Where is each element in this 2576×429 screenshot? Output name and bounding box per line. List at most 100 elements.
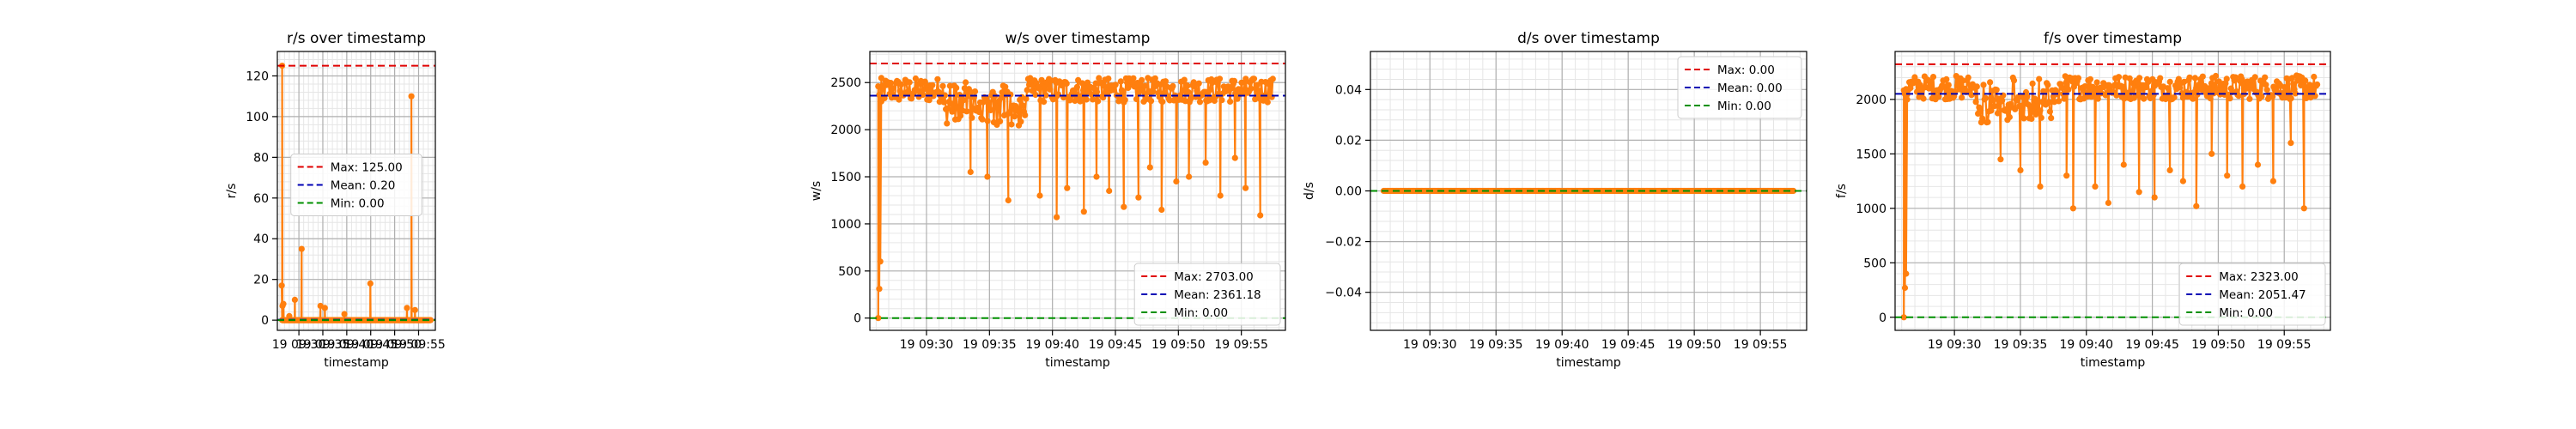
legend-entry: Max: 2323.00: [2219, 270, 2299, 284]
x-tick-label: 19 09:50: [1668, 338, 1722, 352]
data-point: [1096, 75, 1103, 82]
data-point: [1007, 91, 1014, 98]
x-tick-label: 19 09:30: [900, 338, 954, 352]
data-point: [2136, 189, 2142, 196]
data-point: [2232, 74, 2239, 81]
data-point: [1158, 206, 1165, 214]
data-point: [2141, 95, 2148, 102]
data-point: [1106, 187, 1113, 195]
data-point: [912, 75, 919, 82]
data-point: [2087, 76, 2093, 82]
data-point: [1935, 94, 1942, 100]
data-point: [1997, 156, 2004, 163]
data-point: [404, 305, 410, 311]
data-point: [1216, 76, 1224, 82]
data-point: [1264, 99, 1271, 106]
data-point: [1073, 83, 1080, 90]
data-point: [2028, 115, 2035, 123]
data-point: [997, 118, 1004, 124]
legend: Max: 125.00 Mean: 0.20 Min: 0.00: [290, 154, 422, 216]
data-point: [2056, 98, 2063, 105]
data-point: [2300, 205, 2307, 212]
data-point: [939, 82, 946, 89]
data-point: [1036, 85, 1043, 92]
data-point: [1972, 99, 1979, 106]
axes-frame: [1894, 51, 2331, 331]
y-tick-label: 1500: [830, 171, 861, 184]
y-axis-label: f/s: [1835, 184, 1849, 198]
data-point: [1012, 113, 1018, 120]
chart-panel-2: 19 09:30 19 09:35 19 09:40 19 09:45 19 09:50…: [810, 30, 1286, 370]
data-point: [887, 80, 894, 87]
y-axis-label: d/s: [1303, 182, 1316, 200]
y-tick-label: 2500: [830, 76, 861, 90]
data-point: [2006, 113, 2013, 121]
legend: Max: 2323.00 Mean: 2051.47 Min: 0.00: [2178, 263, 2326, 326]
data-point: [1047, 86, 1054, 93]
data-point: [1005, 196, 1012, 204]
data-point: [897, 81, 905, 88]
y-tick-label: 0.00: [1335, 185, 1362, 199]
legend-entry: Mean: 0.00: [1717, 82, 1783, 95]
data-point: [1920, 95, 1927, 102]
x-tick-label: 19 09:55: [392, 338, 446, 352]
legend-box: [1133, 263, 1281, 326]
x-axis-label: timestamp: [324, 356, 389, 370]
data-point: [954, 105, 961, 112]
data-point: [1042, 92, 1049, 99]
data-point: [944, 120, 951, 127]
data-point: [1973, 83, 1980, 90]
y-tick-label: 60: [253, 192, 269, 206]
data-point: [1036, 192, 1043, 199]
data-point: [1965, 74, 1971, 81]
data-point: [2292, 90, 2299, 97]
data-point: [1110, 87, 1117, 94]
data-point: [929, 82, 936, 88]
legend-box: [290, 154, 422, 216]
data-point: [906, 79, 913, 86]
data-point: [1250, 76, 1258, 82]
data-point: [2166, 166, 2173, 173]
data-point: [1162, 78, 1169, 85]
data-point: [1254, 82, 1261, 88]
data-point: [1248, 85, 1255, 92]
x-axis-label: timestamp: [2081, 356, 2146, 370]
data-point: [941, 92, 948, 99]
chart-title: w/s over timestamp: [1005, 30, 1151, 47]
data-point: [2206, 85, 2213, 92]
data-point: [321, 305, 328, 311]
x-tick-label: 19 09:50: [2191, 338, 2245, 352]
data-point: [1008, 121, 1015, 128]
data-point: [1218, 97, 1225, 104]
data-point: [2193, 202, 2200, 209]
y-tick-label: 500: [838, 265, 861, 279]
data-point: [411, 306, 418, 313]
data-point: [280, 300, 287, 307]
data-point: [1151, 75, 1158, 82]
data-point: [1194, 87, 1200, 94]
data-point: [2040, 88, 2047, 94]
data-point: [2069, 205, 2076, 212]
data-point: [1201, 88, 1209, 95]
y-axis-label: r/s: [225, 184, 239, 199]
data-point: [1904, 96, 1911, 103]
data-point: [920, 91, 927, 99]
data-point: [1231, 154, 1238, 161]
x-tick-label: 19 09:45: [343, 338, 398, 352]
data-point: [1185, 88, 1192, 96]
data-point: [1080, 208, 1087, 215]
y-tick-label: 2000: [1856, 94, 1886, 107]
data-point: [896, 96, 902, 103]
data-point: [2027, 104, 2034, 111]
data-point: [1032, 91, 1039, 99]
data-point: [1130, 75, 1137, 82]
chart-panel-3: 19 09:30 19 09:35 19 09:40 19 09:45 19 09:50…: [1303, 30, 1807, 370]
x-tick-label: 19 09:45: [1601, 338, 1656, 352]
data-point: [1159, 99, 1166, 106]
legend-entry: Min: 0.00: [331, 197, 385, 211]
data-point: [1959, 94, 1965, 101]
data-point: [1078, 93, 1084, 100]
data-point: [2119, 83, 2127, 90]
data-point: [948, 100, 955, 107]
data-point: [1014, 108, 1021, 115]
